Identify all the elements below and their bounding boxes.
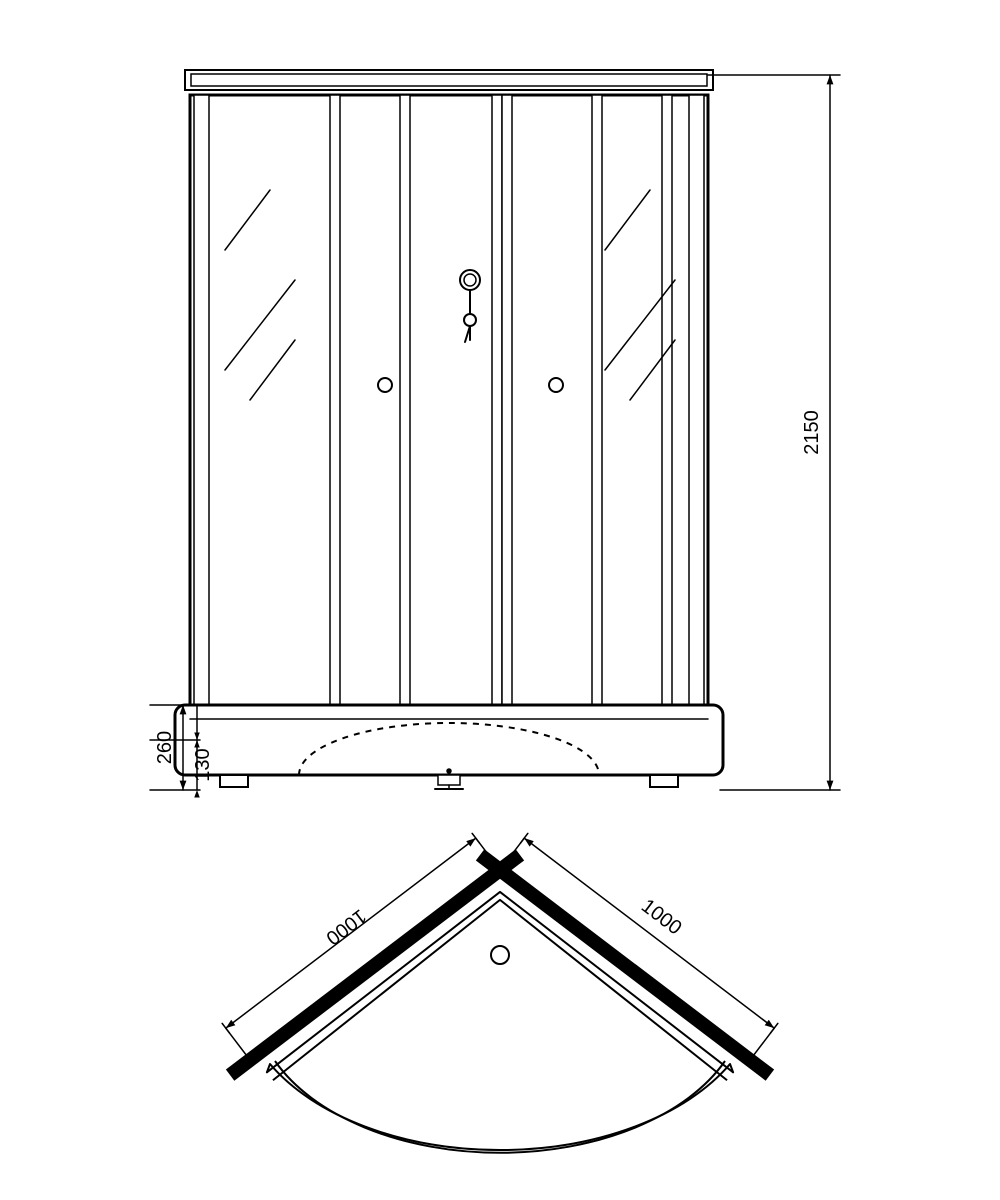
dim-260: 260: [154, 731, 176, 764]
front-elevation: [175, 70, 723, 789]
dim-height-2150: 2150: [801, 410, 823, 455]
dim-130: 130: [192, 748, 214, 781]
dim-plan-right: 1000: [637, 895, 686, 939]
plan-view: [236, 859, 765, 1153]
dim-plan-left: 1000: [322, 905, 371, 949]
